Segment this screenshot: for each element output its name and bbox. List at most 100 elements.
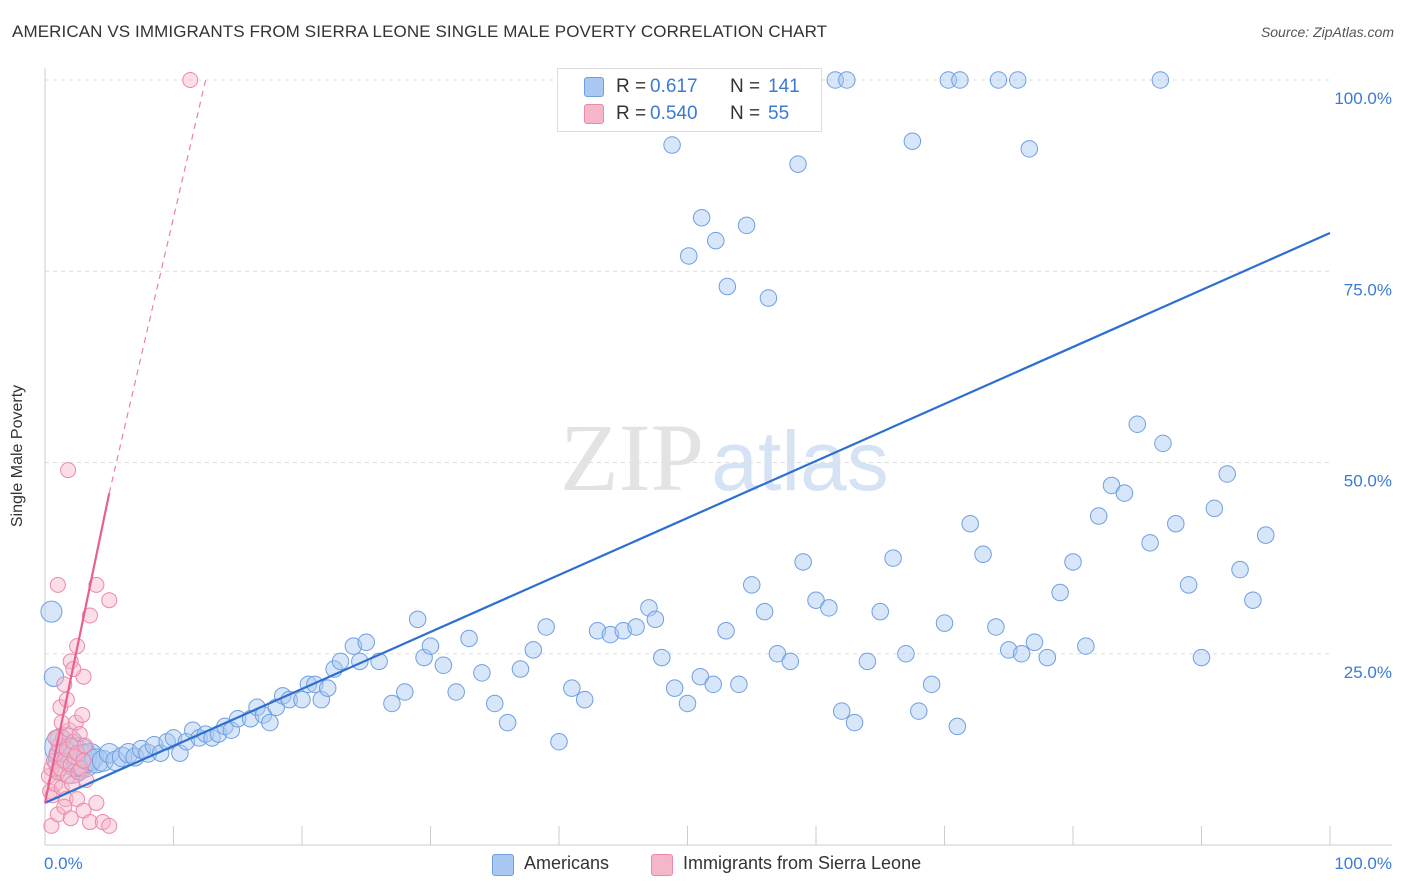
data-point-americans [473, 664, 491, 682]
stats-row-sierra-leone: R = 0.540 N = 55 [558, 102, 821, 128]
data-point-americans [1179, 576, 1198, 594]
data-point-americans [820, 599, 838, 617]
x-tick-label: 0.0% [44, 854, 83, 873]
data-point-americans [383, 694, 401, 713]
data-point-sierra-leone [75, 752, 92, 769]
data-point-americans [768, 645, 787, 663]
data-point-americans [704, 675, 722, 694]
y-tick-label: 100.0% [1334, 89, 1392, 108]
data-point-sierra-leone [88, 794, 105, 811]
trend-line-sierra-leone-extension [108, 79, 207, 494]
data-point-americans [922, 675, 941, 694]
data-point-americans [743, 576, 761, 594]
data-point-americans [1077, 637, 1095, 655]
data-point-americans [331, 652, 350, 671]
data-point-americans [312, 690, 331, 709]
data-point-americans [460, 629, 478, 648]
tick-labels: 100.0% 75.0% 50.0% 25.0% 0.0% 100.0% [44, 89, 1392, 873]
watermark: ZIP atlas [560, 404, 889, 511]
data-point-americans [293, 690, 311, 709]
data-point-americans [1192, 648, 1211, 667]
data-point-americans [759, 289, 778, 307]
data-point-americans [563, 679, 581, 697]
data-point-americans [434, 656, 453, 674]
data-point-americans [845, 713, 864, 732]
data-point-americans [627, 618, 645, 636]
data-point-americans [1205, 499, 1224, 518]
data-point-americans [1008, 71, 1027, 89]
r-value: 0.617 [650, 76, 698, 97]
data-point-americans [83, 748, 109, 774]
data-point-sierra-leone [62, 810, 79, 827]
data-point-americans [40, 600, 63, 623]
data-point-americans [486, 694, 504, 713]
data-point-sierra-leone [81, 814, 98, 831]
legend-swatch-blue [492, 854, 514, 876]
data-point-americans [1089, 507, 1108, 525]
data-point-americans [447, 683, 465, 701]
data-point-americans [1167, 514, 1185, 533]
data-point-americans [1151, 71, 1170, 89]
data-point-sierra-leone [76, 737, 93, 754]
stats-row-americans: R = 0.617 N = 141 [558, 75, 821, 101]
data-point-americans [222, 721, 241, 739]
n-value: 55 [768, 103, 790, 124]
legend-swatch-pink [651, 854, 673, 876]
data-point-americans [421, 637, 440, 655]
data-point-americans [1025, 633, 1044, 652]
legend-label: Immigrants from Sierra Leone [683, 853, 922, 873]
data-point-americans [678, 694, 697, 713]
r-label: R = [616, 76, 647, 97]
gridlines [45, 79, 1330, 655]
data-point-americans [1231, 560, 1249, 579]
data-point-sierra-leone [74, 706, 91, 723]
y-tick-label: 75.0% [1344, 280, 1392, 299]
data-point-americans [318, 679, 337, 697]
data-point-americans [1154, 434, 1172, 453]
data-point-americans [1128, 415, 1146, 433]
data-point-americans [1102, 476, 1121, 495]
x-tick-label: 100.0% [1334, 854, 1392, 873]
y-tick-label: 50.0% [1344, 472, 1392, 491]
r-label: R = [616, 103, 647, 124]
data-point-americans [408, 610, 427, 629]
watermark-zip: ZIP [560, 404, 704, 511]
data-point-americans [640, 599, 658, 617]
data-point-americans [794, 553, 812, 571]
data-point-americans [807, 591, 825, 609]
data-point-americans [717, 622, 735, 640]
data-point-americans [935, 614, 954, 632]
data-point-americans [171, 744, 189, 762]
source-label: Source: ZipAtlas.com [1260, 24, 1394, 40]
data-point-americans [989, 71, 1008, 89]
data-point-americans [755, 602, 774, 621]
data-point-americans [653, 648, 671, 667]
data-point-americans [948, 717, 967, 736]
data-point-americans [910, 702, 928, 720]
data-point-americans [781, 652, 800, 671]
data-point-americans [498, 713, 517, 732]
data-point-americans [951, 71, 969, 89]
data-point-americans [974, 545, 992, 564]
r-value: 0.540 [650, 103, 698, 124]
data-point-americans [838, 71, 856, 89]
data-point-americans [1218, 465, 1236, 483]
data-point-americans [1115, 484, 1134, 502]
axes [44, 68, 1392, 846]
data-point-sierra-leone [88, 576, 105, 593]
data-point-americans [1064, 553, 1082, 571]
data-point-americans [1020, 140, 1039, 158]
data-point-americans [575, 690, 594, 709]
trend-line-sierra-leone [43, 492, 111, 804]
legend-swatch-blue [584, 77, 604, 97]
data-point-americans [261, 713, 279, 732]
chart-title: AMERICAN VS IMMIGRANTS FROM SIERRA LEONE… [12, 22, 828, 41]
data-point-americans [737, 216, 756, 235]
series-sierra-leone [40, 72, 199, 834]
data-point-americans [692, 208, 711, 227]
stats-legend: R = 0.617 N = 141 R = 0.540 N = 55 [557, 68, 822, 132]
data-point-americans [1051, 583, 1069, 602]
watermark-atlas: atlas [711, 414, 888, 508]
data-point-americans [884, 549, 902, 567]
